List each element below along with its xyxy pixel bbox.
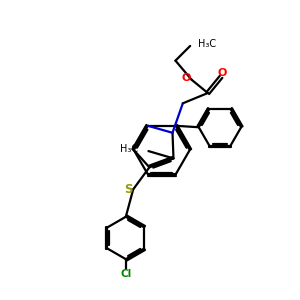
Text: H₃C: H₃C: [198, 39, 217, 50]
Text: S: S: [124, 183, 132, 196]
Text: Cl: Cl: [120, 269, 131, 280]
Text: H₃C: H₃C: [120, 144, 138, 154]
Text: O: O: [182, 73, 191, 83]
Text: O: O: [218, 68, 227, 78]
